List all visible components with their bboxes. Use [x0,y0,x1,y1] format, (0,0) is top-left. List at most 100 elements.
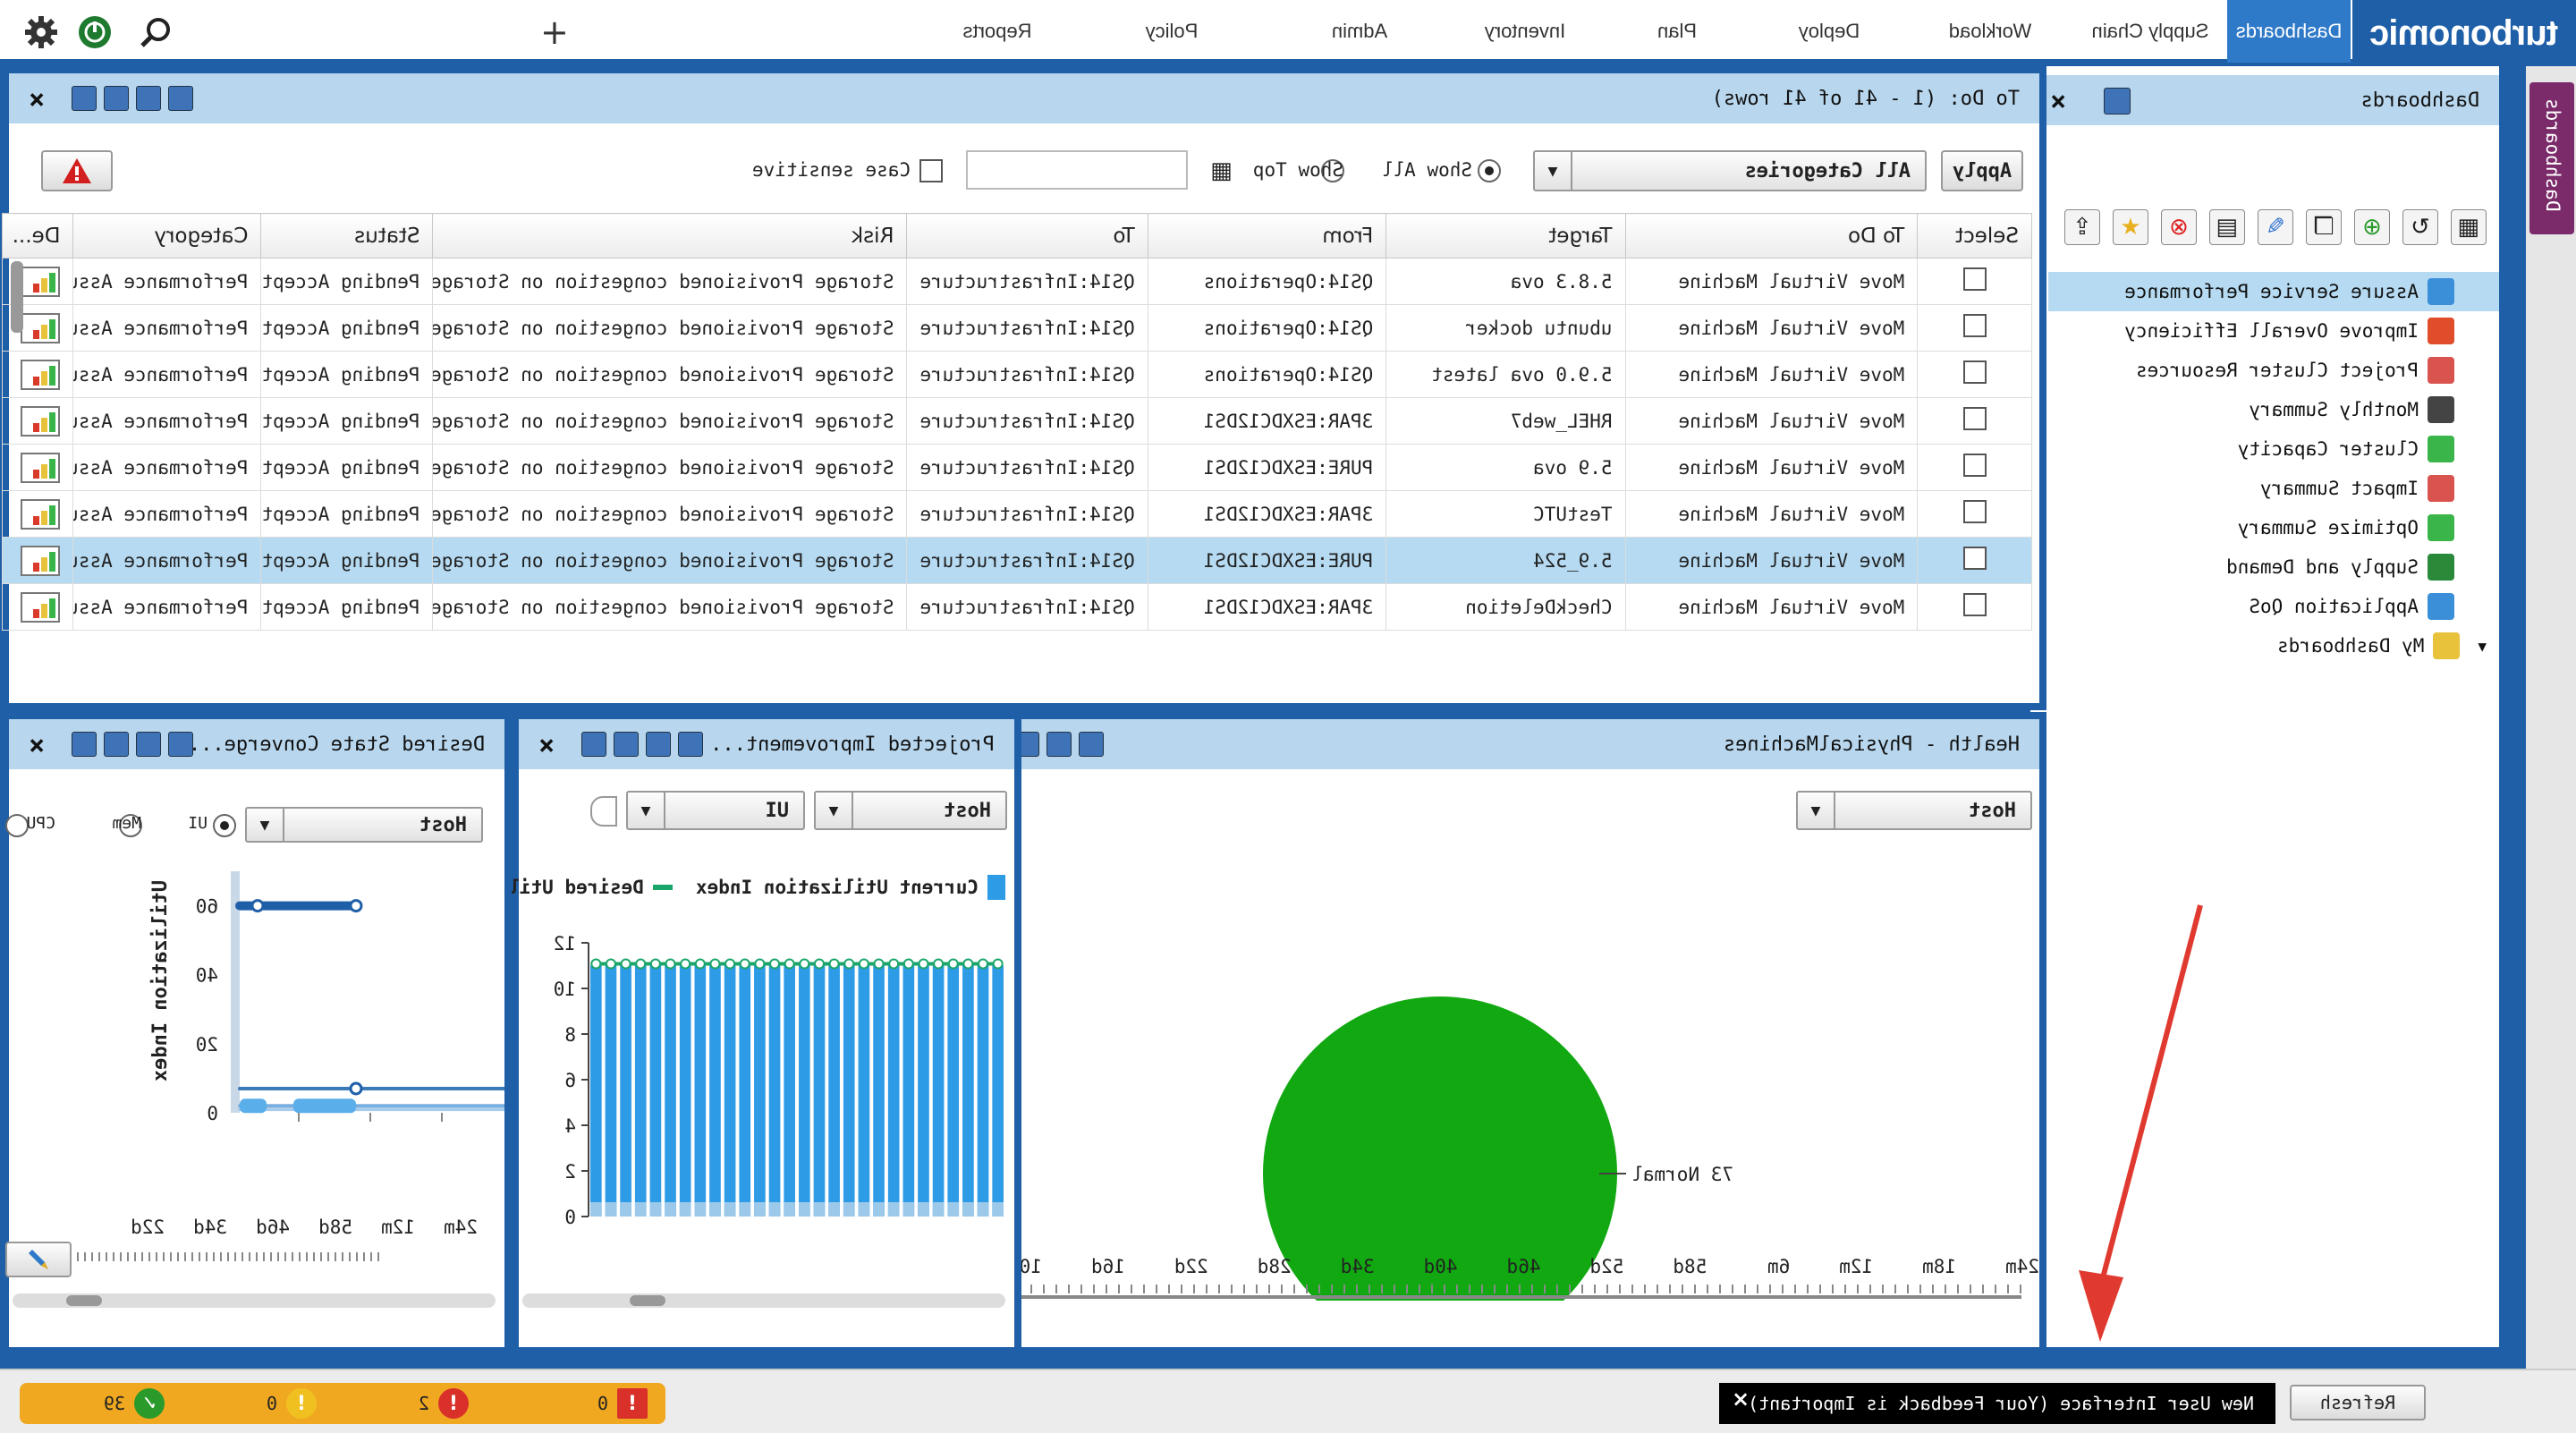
point-desired[interactable] [769,958,781,970]
bar-chart-icon[interactable] [21,405,61,437]
brand-logo[interactable]: turbonomic [2352,0,2576,66]
row-select-checkbox[interactable] [1962,547,1987,570]
save-icon[interactable]: ▤ [2209,209,2245,245]
download-icon[interactable] [136,732,161,757]
column-header-category[interactable]: Category [72,213,261,259]
projected-metric-select[interactable]: UI ▼ [626,791,805,830]
bar-current[interactable] [992,965,1004,1217]
point-desired[interactable] [858,958,869,970]
maximize-icon[interactable] [614,732,639,757]
alert-count-group[interactable]: ! 0 [267,1388,317,1419]
table-row[interactable]: Move Virtual Machine 5.9 ova PURE:ESXDC12D… [2,444,2032,491]
tab-inventory[interactable]: Inventory [1484,20,1566,42]
add-icon[interactable]: ⊕ [2354,209,2390,245]
bar-current[interactable] [784,965,795,1217]
alert-count-group[interactable]: ✓ 39 [104,1388,165,1419]
sidebar-item-supply-and-demand[interactable]: Supply and Demand [2048,547,2499,587]
settings-icon[interactable] [581,732,606,757]
health-time-slider[interactable]: 24m18m12m6m58d52d46d40d34d28d22d16d10dNo… [919,1256,2039,1327]
table-scrollbar[interactable] [11,261,23,333]
row-select-checkbox[interactable] [1962,454,1987,477]
projected-close-icon[interactable]: × [538,730,555,761]
point-desired[interactable] [843,958,855,970]
point-desired[interactable] [665,958,676,970]
tab-reports[interactable]: Reports [962,20,1032,42]
bar-current[interactable] [739,965,751,1217]
bar-current[interactable] [679,965,691,1217]
row-select-checkbox[interactable] [1962,593,1987,616]
chevron-down-icon[interactable]: ▼ [2478,637,2487,655]
desired-scroll-thumb[interactable] [66,1295,102,1306]
column-header-todo[interactable]: To Do [1625,213,1918,259]
sidebar-item-assure-service-performance[interactable]: Assure Service Performance [2048,272,2499,311]
cpu-radio[interactable] [4,814,29,837]
bar-chart-icon[interactable] [21,266,61,297]
point-desired[interactable] [784,958,795,970]
desired-close-icon[interactable]: × [29,730,46,761]
point-desired[interactable] [680,958,691,970]
column-header-from[interactable]: From [1148,213,1386,259]
point-desired[interactable] [739,958,750,970]
show-all-radio[interactable] [1478,159,1501,182]
tab-plan[interactable]: Plan [1657,20,1698,42]
row-select-checkbox[interactable] [1962,360,1987,384]
point-desired[interactable] [799,958,810,970]
feedback-banner[interactable]: New User Interface (Your Feedback is Imp… [1719,1383,2275,1424]
bar-current[interactable] [918,965,929,1217]
bar-chart-icon[interactable] [21,591,61,623]
bar-current[interactable] [634,965,647,1217]
category-select[interactable]: All Categories ▼ [1533,150,1927,191]
bar-current[interactable] [590,965,602,1217]
apply-button[interactable]: Apply [1941,150,2023,191]
bar-current[interactable] [962,965,974,1217]
sidebar-item-impact-summary[interactable]: Impact Summary [2048,469,2499,508]
point-desired[interactable] [992,958,1004,970]
help-icon[interactable] [678,732,703,757]
table-row[interactable]: Move Virtual Machine CheckDeletion 3PAR:ES… [2,583,2032,631]
bar-current[interactable] [887,965,900,1217]
sidebar-item-project-cluster-resources[interactable]: Project Cluster Resources [2048,351,2499,390]
bar-current[interactable] [694,965,707,1217]
bar-chart-icon[interactable] [21,452,61,483]
bar-current[interactable] [947,965,960,1217]
tab-deploy[interactable]: Deploy [1798,20,1860,42]
tab-dashboards[interactable]: Dashboards [2227,0,2351,63]
maximize-icon[interactable] [104,732,129,757]
line-point[interactable] [349,899,363,913]
calendar-icon[interactable]: ▦ [1210,157,1233,184]
table-row[interactable]: Move Virtual Machine RHEL_web7 3PAR:ESXDC1… [2,397,2032,445]
bar-current[interactable] [620,965,631,1217]
sidebar-item-optimize-summary[interactable]: Optimize Summary [2048,508,2499,547]
help-icon[interactable] [168,86,193,111]
edit-icon[interactable]: ✎ [2258,209,2293,245]
point-desired[interactable] [635,958,647,970]
delete-icon[interactable]: ⊗ [2161,209,2197,245]
bar-current[interactable] [977,965,989,1217]
row-select-checkbox[interactable] [1962,314,1987,337]
bar-current[interactable] [828,965,840,1217]
point-desired[interactable] [947,958,959,970]
maximize-icon[interactable] [104,86,129,111]
bar-current[interactable] [843,965,855,1217]
line-point[interactable] [250,899,265,913]
tab-workload[interactable]: Workload [1948,20,2032,42]
bar-current[interactable] [799,965,810,1217]
refresh-button[interactable]: Refresh [2290,1385,2426,1420]
table-row[interactable]: Move Virtual Machine 5.8.3 ova QS14:Operat… [2,258,2032,305]
bar-current[interactable] [709,965,721,1217]
bar-current[interactable] [649,965,662,1217]
settings-icon[interactable] [72,86,97,111]
bar-current[interactable] [858,965,870,1217]
sidebar-item-improve-overall-efficiency[interactable]: Improve Overall Efficiency [2048,311,2499,351]
bar-chart-icon[interactable] [21,498,61,530]
settings-icon[interactable] [72,732,97,757]
point-desired[interactable] [918,958,929,970]
download-icon[interactable] [1046,732,1072,757]
point-desired[interactable] [888,958,900,970]
search-input[interactable] [966,150,1188,190]
table-row[interactable]: Move Virtual Machine 5.9.0 ova latest QS14… [2,351,2032,398]
column-header-target[interactable]: Target [1385,213,1626,259]
alert-count-group[interactable]: ! 2 [419,1388,469,1419]
table-row[interactable]: Move Virtual Machine TestUTC 3PAR:ESXDC12D… [2,490,2032,538]
column-header-risk[interactable]: Risk [432,213,907,259]
